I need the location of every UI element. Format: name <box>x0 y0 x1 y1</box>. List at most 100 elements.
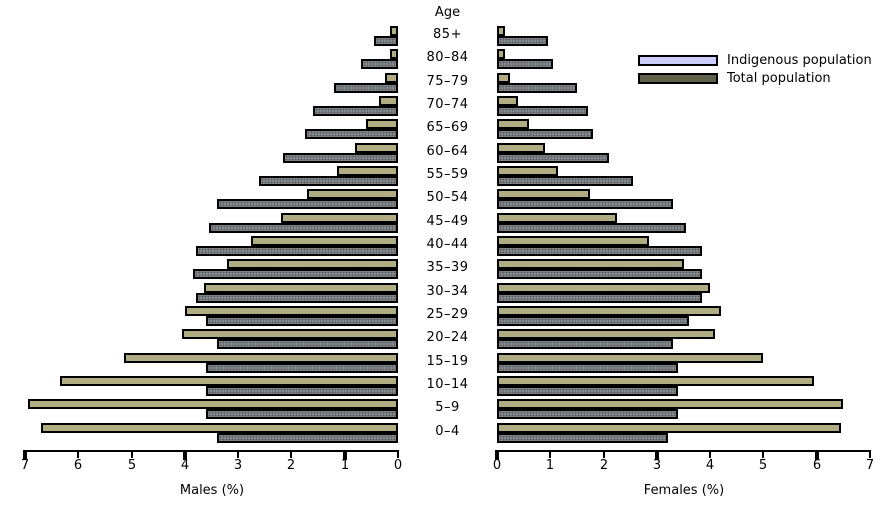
males-tick-6 <box>77 450 79 458</box>
males-tick-0 <box>397 450 399 458</box>
females-total-bar-55-59 <box>497 176 633 186</box>
males-total-bar-15-19 <box>206 363 398 373</box>
males-tick-label-1: 1 <box>340 458 350 473</box>
age-group-label-40-44: 40–44 <box>426 237 469 252</box>
age-group-label-70-74: 70–74 <box>426 97 469 112</box>
legend-label-indigenous: Indigenous population <box>727 53 872 68</box>
males-total-bar-5-9 <box>206 409 398 419</box>
males-tick-1 <box>343 450 347 460</box>
females-total-bar-60-64 <box>497 153 609 163</box>
males-total-bar-10-14 <box>206 386 398 396</box>
females-total-bar-0-4 <box>497 433 668 443</box>
males-total-bar-45-49 <box>209 223 398 233</box>
males-tick-2 <box>290 450 292 458</box>
males-axis-line <box>25 450 398 452</box>
females-indigenous-bar-50-54 <box>497 189 590 199</box>
females-indigenous-bar-40-44 <box>497 236 649 246</box>
females-tick-label-5: 5 <box>758 458 768 473</box>
males-indigenous-bar-70-74 <box>379 96 398 106</box>
males-indigenous-bar-60-64 <box>355 143 398 153</box>
age-group-label-45-49: 45–49 <box>426 214 469 229</box>
males-total-bar-20-24 <box>217 339 398 349</box>
males-indigenous-bar-0-4 <box>41 423 398 433</box>
males-tick-label-7: 7 <box>20 458 30 473</box>
males-tick-4 <box>183 450 187 460</box>
age-group-label-20-24: 20–24 <box>426 330 469 345</box>
females-tick-label-2: 2 <box>599 458 609 473</box>
females-tick-4 <box>709 450 711 458</box>
females-tick-label-6: 6 <box>812 458 822 473</box>
males-indigenous-bar-85- <box>390 26 398 36</box>
males-tick-label-5: 5 <box>127 458 137 473</box>
females-tick-3 <box>655 450 659 460</box>
males-total-bar-35-39 <box>193 269 398 279</box>
age-group-label-65-69: 65–69 <box>426 120 469 135</box>
age-group-label-10-14: 10–14 <box>426 377 469 392</box>
age-group-label-5-9: 5–9 <box>435 400 460 415</box>
males-indigenous-bar-10-14 <box>60 376 398 386</box>
females-indigenous-bar-15-19 <box>497 353 763 363</box>
males-indigenous-bar-80-84 <box>390 49 398 59</box>
age-group-label-0-4: 0–4 <box>435 424 460 439</box>
females-tick-label-3: 3 <box>652 458 662 473</box>
males-indigenous-bar-5-9 <box>28 399 398 409</box>
females-total-bar-85- <box>497 36 548 46</box>
males-indigenous-bar-20-24 <box>182 329 398 339</box>
males-axis-title: Males (%) <box>179 483 245 498</box>
females-total-bar-75-79 <box>497 83 577 93</box>
age-group-label-15-19: 15–19 <box>426 354 469 369</box>
females-total-bar-80-84 <box>497 59 553 69</box>
females-total-bar-25-29 <box>497 316 689 326</box>
females-indigenous-bar-5-9 <box>497 399 843 409</box>
females-indigenous-bar-70-74 <box>497 96 518 106</box>
males-tick-label-3: 3 <box>233 458 243 473</box>
age-group-label-55-59: 55–59 <box>426 167 469 182</box>
males-total-bar-60-64 <box>283 153 398 163</box>
males-indigenous-bar-75-79 <box>385 73 398 83</box>
females-indigenous-bar-0-4 <box>497 423 841 433</box>
males-total-bar-50-54 <box>217 199 398 209</box>
males-total-bar-25-29 <box>206 316 398 326</box>
females-indigenous-bar-75-79 <box>497 73 510 83</box>
males-indigenous-bar-55-59 <box>337 166 398 176</box>
males-tick-label-6: 6 <box>73 458 83 473</box>
females-total-bar-30-34 <box>497 293 702 303</box>
males-indigenous-bar-65-69 <box>366 119 398 129</box>
males-indigenous-bar-30-34 <box>204 283 398 293</box>
males-total-bar-30-34 <box>196 293 398 303</box>
males-indigenous-bar-15-19 <box>124 353 398 363</box>
females-tick-0 <box>495 450 499 460</box>
females-total-bar-65-69 <box>497 129 593 139</box>
females-tick-label-0: 0 <box>492 458 502 473</box>
age-group-label-30-34: 30–34 <box>426 284 469 299</box>
males-tick-label-0: 0 <box>393 458 403 473</box>
females-indigenous-bar-80-84 <box>497 49 505 59</box>
males-total-bar-65-69 <box>305 129 398 139</box>
females-tick-7 <box>869 450 871 458</box>
females-tick-label-4: 4 <box>705 458 715 473</box>
females-total-bar-45-49 <box>497 223 686 233</box>
females-indigenous-bar-10-14 <box>497 376 814 386</box>
females-total-bar-10-14 <box>497 386 678 396</box>
age-group-label-80-84: 80–84 <box>426 50 469 65</box>
males-indigenous-bar-50-54 <box>307 189 398 199</box>
age-group-label-35-39: 35–39 <box>426 260 469 275</box>
males-total-bar-80-84 <box>361 59 398 69</box>
females-tick-5 <box>762 450 764 458</box>
females-indigenous-bar-60-64 <box>497 143 545 153</box>
females-total-bar-20-24 <box>497 339 673 349</box>
females-indigenous-bar-85- <box>497 26 505 36</box>
females-tick-label-7: 7 <box>865 458 875 473</box>
males-indigenous-bar-40-44 <box>251 236 398 246</box>
males-total-bar-55-59 <box>259 176 398 186</box>
females-tick-2 <box>603 450 605 458</box>
males-tick-label-2: 2 <box>286 458 296 473</box>
legend-swatch-indigenous-icon <box>638 55 718 66</box>
males-total-bar-75-79 <box>334 83 398 93</box>
males-indigenous-bar-25-29 <box>185 306 398 316</box>
legend-label-total: Total population <box>727 71 831 86</box>
age-group-label-60-64: 60–64 <box>426 144 469 159</box>
age-axis-title: Age <box>434 5 461 20</box>
males-indigenous-bar-45-49 <box>281 213 398 223</box>
